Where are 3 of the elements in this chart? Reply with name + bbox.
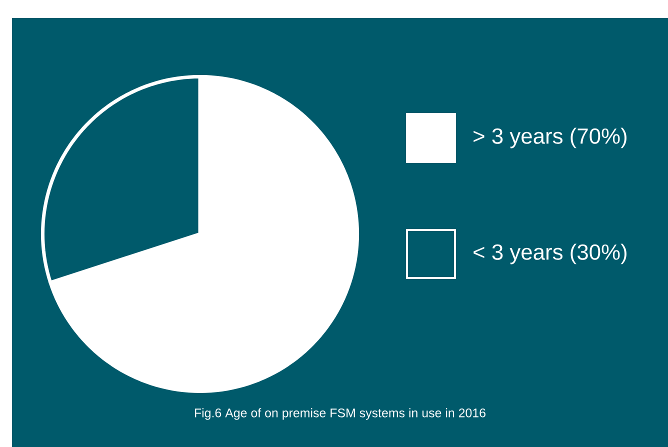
legend-label: > 3 years (70%)	[474, 128, 626, 148]
legend-label: < 3 years (30%)	[474, 244, 626, 264]
caption: Fig.6 Age of on premise FSM systems in use in 2016	[194, 408, 486, 420]
